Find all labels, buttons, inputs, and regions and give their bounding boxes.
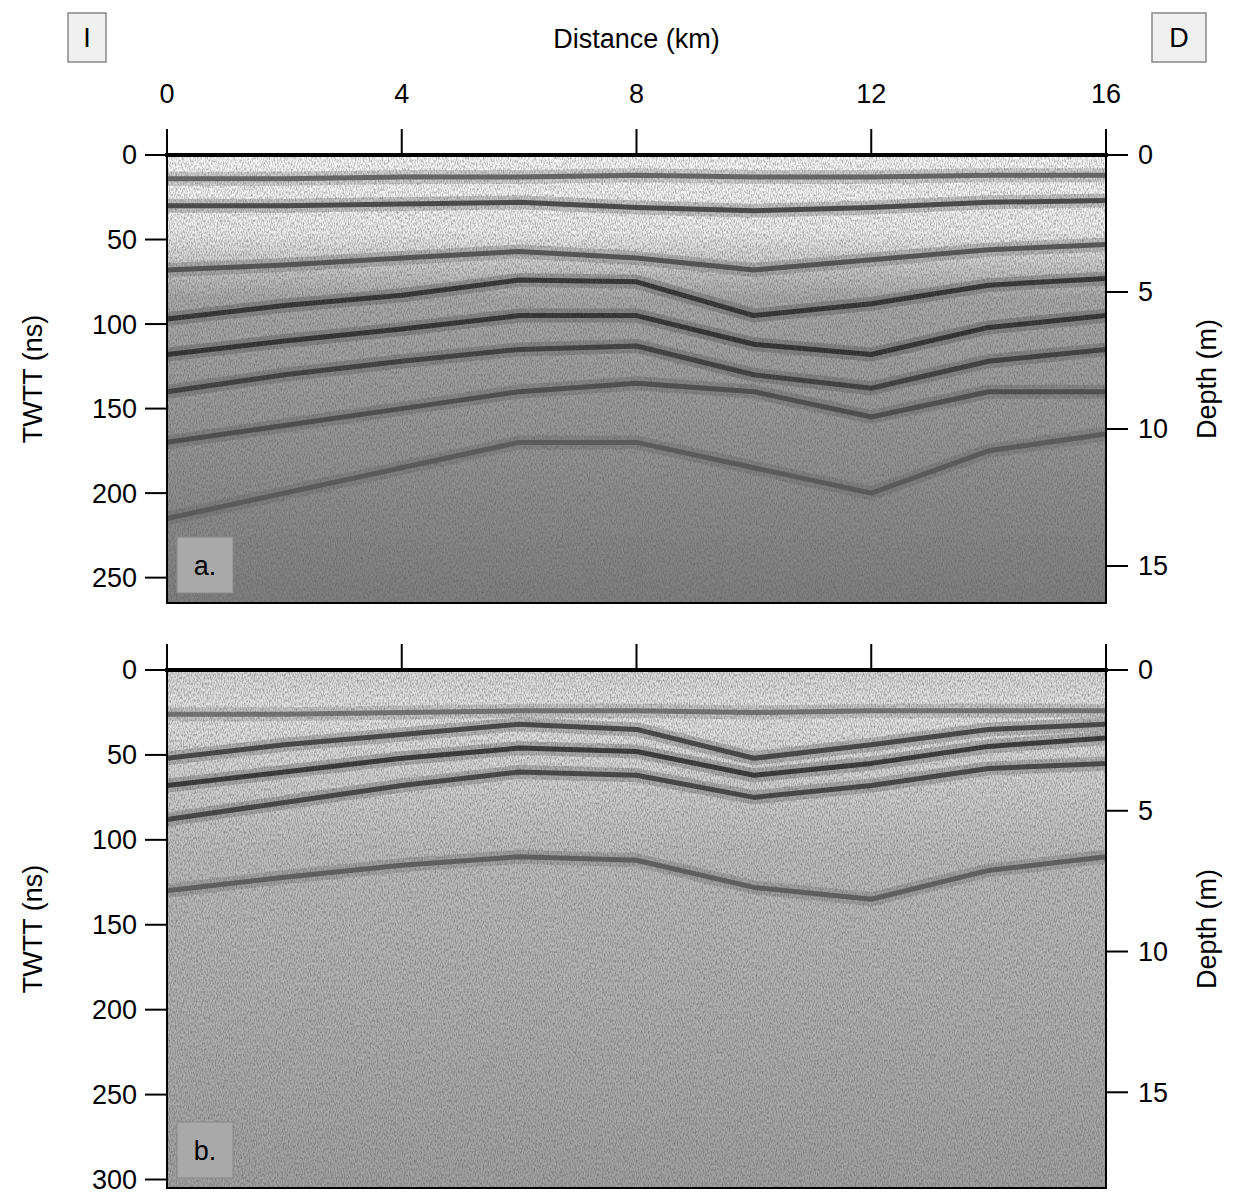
y2-tick-label: 15 bbox=[1138, 1078, 1168, 1108]
x-tick-label: 12 bbox=[856, 79, 886, 109]
x-tick bbox=[166, 129, 168, 155]
panel-label-box bbox=[177, 537, 233, 593]
y-tick-label: 300 bbox=[92, 1165, 137, 1195]
x-tick bbox=[1105, 644, 1107, 670]
annotation-box bbox=[68, 13, 106, 62]
x-tick bbox=[401, 644, 403, 670]
y2-tick bbox=[1106, 669, 1128, 671]
y2-axis-title: Depth (m) bbox=[1192, 319, 1222, 439]
y2-tick bbox=[1106, 291, 1128, 293]
panel-label: a. bbox=[194, 551, 217, 581]
y-tick bbox=[145, 239, 167, 241]
y2-tick-label: 0 bbox=[1138, 140, 1153, 170]
y-tick bbox=[145, 924, 167, 926]
y-tick bbox=[145, 408, 167, 410]
y-tick bbox=[145, 323, 167, 325]
x-axis-title: Distance (km) bbox=[553, 24, 720, 54]
y-tick-label: 50 bbox=[107, 225, 137, 255]
plot-background bbox=[167, 670, 1106, 1188]
y-tick-label: 150 bbox=[92, 394, 137, 424]
y2-tick bbox=[1106, 951, 1128, 953]
y2-tick-label: 15 bbox=[1138, 551, 1168, 581]
y-tick bbox=[145, 492, 167, 494]
y-tick bbox=[145, 154, 167, 156]
x-tick bbox=[166, 644, 168, 670]
x-tick bbox=[401, 129, 403, 155]
grain-overlay bbox=[167, 670, 1106, 1188]
annotation-box bbox=[1152, 13, 1206, 62]
x-tick bbox=[636, 129, 638, 155]
y-tick-label: 100 bbox=[92, 310, 137, 340]
y2-tick bbox=[1106, 154, 1128, 156]
y-tick-label: 250 bbox=[92, 563, 137, 593]
y2-tick bbox=[1106, 428, 1128, 430]
grain-overlay bbox=[167, 155, 1106, 603]
y2-tick bbox=[1106, 1091, 1128, 1093]
y-tick bbox=[145, 1179, 167, 1181]
y-tick-label: 0 bbox=[122, 140, 137, 170]
y-tick-label: 0 bbox=[122, 655, 137, 685]
y2-tick-label: 10 bbox=[1138, 937, 1168, 967]
y-tick bbox=[145, 1009, 167, 1011]
x-tick-label: 4 bbox=[394, 79, 409, 109]
y-tick-label: 200 bbox=[92, 995, 137, 1025]
y-axis-title: TWTT (ns) bbox=[18, 315, 48, 443]
panel-label-box bbox=[177, 1122, 233, 1178]
y-tick bbox=[145, 669, 167, 671]
plot-frame bbox=[167, 670, 1106, 1188]
y-tick bbox=[145, 1094, 167, 1096]
x-tick bbox=[636, 644, 638, 670]
annotation: D bbox=[1169, 23, 1189, 53]
y-tick bbox=[145, 839, 167, 841]
x-tick bbox=[1105, 129, 1107, 155]
annotation: I bbox=[83, 23, 91, 53]
y-tick-label: 50 bbox=[107, 740, 137, 770]
y-tick bbox=[145, 754, 167, 756]
y2-axis-title: Depth (m) bbox=[1192, 869, 1222, 989]
x-tick-label: 0 bbox=[159, 79, 174, 109]
y-tick-label: 150 bbox=[92, 910, 137, 940]
y-tick-label: 200 bbox=[92, 479, 137, 509]
x-tick bbox=[870, 129, 872, 155]
y-tick-label: 100 bbox=[92, 825, 137, 855]
y2-tick-label: 10 bbox=[1138, 414, 1168, 444]
y-tick-label: 250 bbox=[92, 1080, 137, 1110]
y-axis-title: TWTT (ns) bbox=[18, 865, 48, 993]
y2-tick bbox=[1106, 565, 1128, 567]
y2-tick-label: 0 bbox=[1138, 655, 1153, 685]
plot-area bbox=[167, 670, 1106, 1188]
x-tick-label: 16 bbox=[1091, 79, 1121, 109]
y2-tick-label: 5 bbox=[1138, 796, 1153, 826]
x-tick-label: 8 bbox=[629, 79, 644, 109]
plot-background bbox=[167, 155, 1106, 603]
y-tick bbox=[145, 577, 167, 579]
figure: 0481216050100150200250051015TWTT (ns)Dep… bbox=[0, 0, 1239, 1200]
plot-area bbox=[167, 155, 1106, 603]
x-tick bbox=[870, 644, 872, 670]
y2-tick bbox=[1106, 810, 1128, 812]
y2-tick-label: 5 bbox=[1138, 277, 1153, 307]
panel-label: b. bbox=[194, 1136, 217, 1166]
plot-frame bbox=[167, 155, 1106, 603]
